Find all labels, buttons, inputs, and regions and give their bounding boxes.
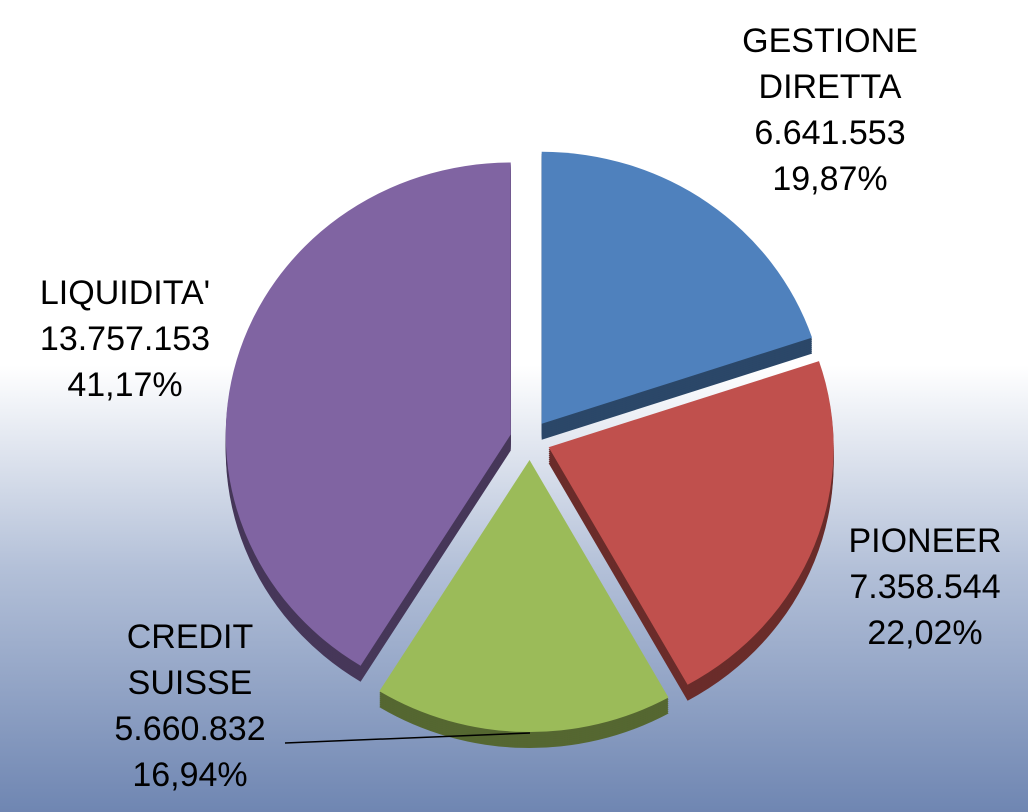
slice [225,162,511,666]
category: LIQUIDITA' [39,274,211,312]
slice-label: PIONEER 7.358.544 22,02% [775,518,1028,656]
percentage-label: 16,94% [132,756,248,794]
percentage-label: 19,87% [772,160,888,198]
slice-label: LIQUIDITA' 13.757.153 41,17% [0,270,275,408]
value-label: 5.660.832 [114,710,266,748]
percentage-label: 41,17% [67,366,183,404]
category: CREDIT SUISSE [126,618,254,702]
slice-label: GESTIONE DIRETTA 6.641.553 19,87% [680,18,980,202]
category: GESTIONE DIRETTA [742,22,918,106]
value-label: 6.641.553 [754,114,906,152]
category: PIONEER [848,522,1002,560]
slice [541,151,813,424]
value-label: 7.358.544 [849,568,1001,606]
leader-line [284,732,531,744]
value-label: 13.757.153 [39,320,211,358]
percentage-label: 22,02% [867,614,983,652]
slice-label: CREDIT SUISSE 5.660.832 16,94% [40,614,340,798]
slice [379,459,669,732]
slice [548,361,834,685]
